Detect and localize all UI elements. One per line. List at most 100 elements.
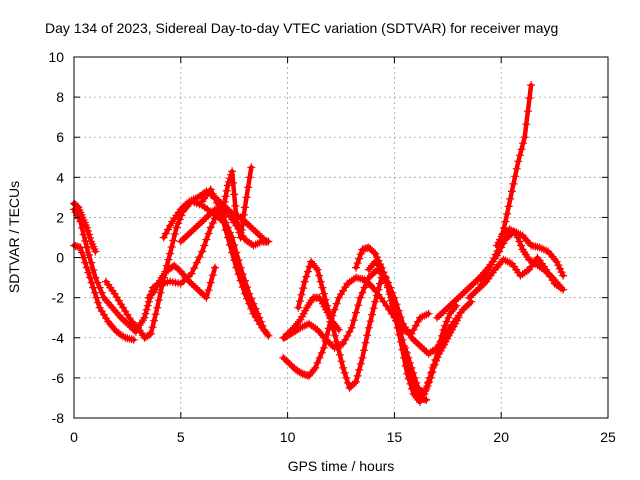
data-point xyxy=(360,283,369,292)
series-arc-1 xyxy=(70,199,100,256)
data-point xyxy=(353,259,362,268)
series-arc-10 xyxy=(219,163,256,242)
data-point xyxy=(396,329,405,338)
data-point xyxy=(231,201,240,210)
data-point xyxy=(377,263,386,272)
data-point xyxy=(335,350,344,359)
data-point xyxy=(337,357,346,366)
data-point xyxy=(85,251,93,259)
data-point xyxy=(559,271,568,280)
data-point xyxy=(94,298,102,307)
data-point xyxy=(174,219,183,228)
data-point xyxy=(229,178,238,187)
data-point xyxy=(374,285,383,294)
data-point xyxy=(512,229,521,238)
data-point xyxy=(332,337,341,346)
data-point xyxy=(554,261,563,270)
y-axis-title: SDTVAR / TECUs xyxy=(6,181,22,293)
data-point xyxy=(220,197,229,206)
data-point xyxy=(78,224,86,232)
y-tick-label: 8 xyxy=(56,89,64,105)
data-point xyxy=(376,262,384,271)
data-point xyxy=(360,346,368,355)
data-point xyxy=(166,249,175,258)
data-point xyxy=(93,278,102,287)
data-point xyxy=(167,243,176,251)
data-point xyxy=(206,185,215,194)
data-point xyxy=(146,329,155,338)
data-point xyxy=(379,268,388,277)
data-point xyxy=(213,198,222,207)
data-point xyxy=(84,268,93,277)
y-tick-label: -8 xyxy=(52,410,65,426)
data-point xyxy=(392,311,400,320)
data-point xyxy=(91,247,100,256)
y-tick-label: 4 xyxy=(56,169,64,185)
data-point xyxy=(78,248,86,257)
data-point xyxy=(409,325,418,334)
data-point xyxy=(150,316,159,325)
data-point xyxy=(129,335,138,344)
data-point xyxy=(349,316,358,325)
data-point xyxy=(195,253,204,262)
data-point xyxy=(175,266,184,275)
data-point xyxy=(82,263,91,272)
data-point xyxy=(79,230,88,239)
data-point xyxy=(388,299,397,308)
data-point xyxy=(358,353,367,362)
data-point xyxy=(236,233,245,242)
data-point xyxy=(520,133,529,142)
data-point xyxy=(358,288,367,297)
data-point xyxy=(420,389,429,398)
data-point xyxy=(317,348,326,357)
data-point xyxy=(437,331,446,340)
data-point xyxy=(223,233,232,242)
data-point xyxy=(387,293,396,302)
data-point xyxy=(342,373,351,382)
data-point xyxy=(217,210,226,219)
data-point xyxy=(512,164,521,173)
axis-ticks: 0 5 10 15 20 25 -8 -6 -4 -2 0 2 4 6 8 10 xyxy=(48,49,616,445)
data-point xyxy=(187,269,196,278)
y-tick-label: -2 xyxy=(52,290,65,306)
data-point xyxy=(372,291,381,300)
data-point xyxy=(83,227,92,235)
data-point xyxy=(221,226,230,234)
data-point xyxy=(208,271,217,280)
data-point xyxy=(200,241,209,250)
data-point xyxy=(326,313,335,322)
data-point xyxy=(321,337,330,346)
data-point xyxy=(407,363,416,372)
data-point xyxy=(297,290,306,299)
data-point xyxy=(475,283,484,292)
data-point xyxy=(404,353,413,362)
data-point xyxy=(219,218,228,227)
data-point xyxy=(86,234,94,242)
data-point xyxy=(293,366,302,375)
data-point xyxy=(208,219,217,227)
data-point xyxy=(557,283,565,292)
data-point xyxy=(422,395,431,404)
data-point xyxy=(148,323,157,332)
data-point xyxy=(95,283,104,292)
data-point xyxy=(90,288,99,297)
data-point xyxy=(428,367,437,376)
data-point xyxy=(238,218,247,227)
data-point xyxy=(82,243,91,252)
data-point xyxy=(506,194,515,203)
data-point xyxy=(488,257,497,266)
series-arc-8 xyxy=(176,205,273,340)
data-point xyxy=(517,145,526,154)
y-tick-label: 10 xyxy=(48,49,64,65)
data-point xyxy=(371,297,380,306)
data-point xyxy=(295,367,304,376)
data-point xyxy=(340,368,349,377)
data-point xyxy=(146,291,155,300)
data-point xyxy=(230,190,239,199)
series-arc-2 xyxy=(70,241,138,344)
data-point xyxy=(172,223,181,232)
data-point xyxy=(206,278,215,287)
data-point xyxy=(232,213,241,222)
data-point xyxy=(225,241,234,249)
data-point xyxy=(247,304,256,313)
